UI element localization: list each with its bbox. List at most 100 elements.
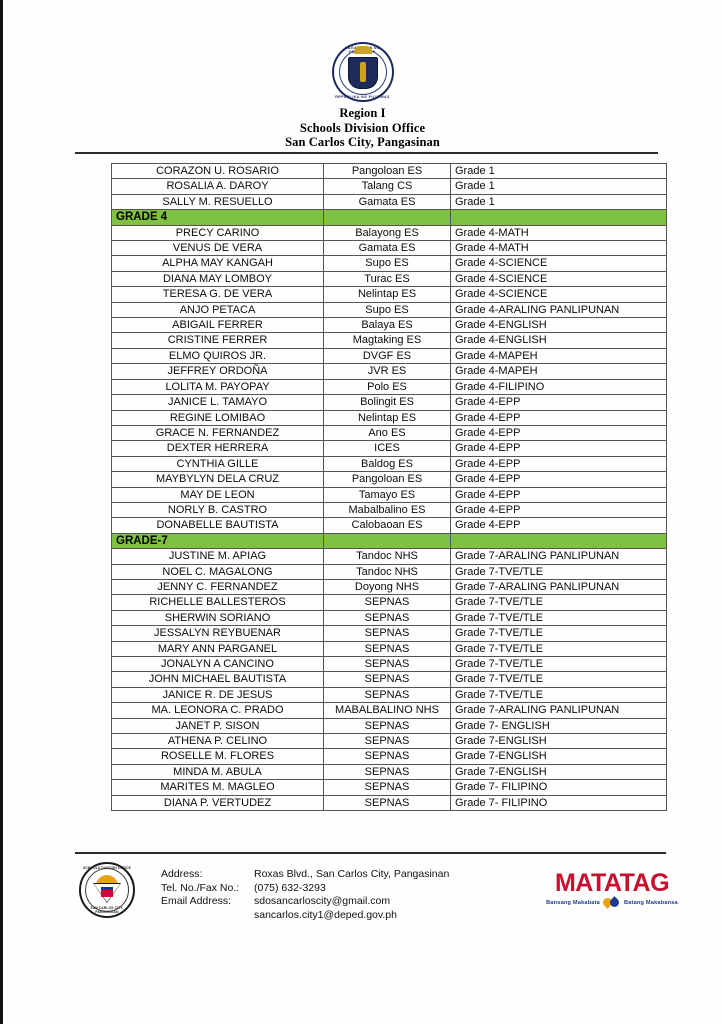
cell-school: ICES	[323, 440, 451, 457]
cell-name: CORAZON U. ROSARIO	[111, 162, 324, 180]
cell-school: Ano ES	[323, 424, 451, 442]
cell-grade: Grade 4-SCIENCE	[450, 270, 667, 288]
cell-grade: Grade 7-TVE/TLE	[450, 563, 667, 580]
cell-name: NOEL C. MAGALONG	[111, 563, 324, 580]
table-row: JEFFREY ORDOÑA JVR ES Grade 4-MAPEH	[111, 363, 667, 380]
sdo-seal-bottom-text: SAN CARLOS CITY, PANGASINAN	[90, 906, 124, 914]
cell-name: SHERWIN SORIANO	[111, 609, 324, 627]
cell-school: Tandoc NHS	[323, 548, 451, 565]
table-row: ABIGAIL FERRER Balaya ES Grade 4-ENGLISH	[111, 317, 667, 334]
table-row: VENUS DE VERA Gamata ES Grade 4-MATH	[111, 240, 667, 257]
table-row: MARITES M. MAGLEO SEPNAS Grade 7- FILIPINO	[111, 779, 667, 796]
cell-school: Mabalbalino ES	[323, 501, 451, 519]
cell-name: JUSTINE M. APIAG	[111, 548, 324, 565]
cell-school: SEPNAS	[323, 779, 451, 796]
footer-divider	[75, 852, 666, 854]
cell-name: MINDA M. ABULA	[111, 763, 324, 781]
cell-name: JANICE R. DE JESUS	[111, 686, 324, 704]
cell-school: SEPNAS	[323, 594, 451, 611]
cell-grade: Grade 4-MAPEH	[450, 363, 667, 380]
cell-grade: Grade 7-TVE/TLE	[450, 594, 667, 611]
cell-school: SEPNAS	[323, 655, 451, 673]
contact-email-row: Email Address: sdosancarloscity@gmail.co…	[161, 895, 449, 909]
cell-name: DIANA P. VERTUDEZ	[111, 794, 324, 812]
table-row: NOEL C. MAGALONG Tandoc NHS Grade 7-TVE/TL…	[111, 563, 667, 580]
region-line: Region I	[339, 106, 386, 120]
table-row: CYNTHIA GILLE Baldog ES Grade 4-EPP	[111, 455, 667, 473]
table-section-row: GRADE 4	[111, 209, 667, 226]
table-row: DONABELLE BAUTISTA Calobaoan ES Grade 4-EP…	[111, 517, 667, 534]
cell-name: DEXTER HERRERA	[111, 440, 324, 457]
cell-school: Baldog ES	[323, 455, 451, 473]
cell-grade: Grade 4-EPP	[450, 455, 667, 473]
email-value-secondary[interactable]: sancarlos.city1@deped.gov.ph	[254, 908, 397, 921]
cell-grade: Grade 7-ENGLISH	[450, 748, 667, 765]
cell-school: Gamata ES	[323, 240, 451, 257]
cell-school: Gamata ES	[323, 193, 451, 211]
cell-grade: Grade 4-MATH	[450, 240, 667, 257]
tel-label: Tel. No./Fax No.:	[161, 881, 240, 894]
email-value-primary[interactable]: sdosancarloscity@gmail.com	[254, 895, 391, 908]
cell-school: DVGF ES	[323, 347, 451, 365]
cell-name: CYNTHIA GILLE	[111, 455, 324, 473]
cell-school: Bolingit ES	[323, 394, 451, 411]
cell-grade: Grade 4-SCIENCE	[450, 255, 667, 272]
cell-name: VENUS DE VERA	[111, 240, 324, 257]
cell-grade: Grade 4-EPP	[450, 517, 667, 534]
cell-name: MAYBYLYN DELA CRUZ	[111, 471, 324, 488]
cell-grade: Grade 7-TVE/TLE	[450, 686, 667, 704]
table-row: MARY ANN PARGANEL SEPNAS Grade 7-TVE/TLE	[111, 640, 667, 658]
cell-school: SEPNAS	[323, 609, 451, 627]
cell-name: CRISTINE FERRER	[111, 332, 324, 349]
contact-address-row: Address: Roxas Blvd., San Carlos City, P…	[161, 868, 449, 882]
cell-name: ROSALIA A. DAROY	[111, 178, 324, 195]
cell-school: Balaya ES	[323, 317, 451, 334]
table-row: ATHENA P. CELINO SEPNAS Grade 7-ENGLISH	[111, 733, 667, 750]
cell-grade: Grade 7-TVE/TLE	[450, 655, 667, 673]
cell-school: Magtaking ES	[323, 332, 451, 349]
roster-table-container: CORAZON U. ROSARIO Pangoloan ES Grade 1 ROS…	[111, 162, 667, 812]
cell-name: NORLY B. CASTRO	[111, 501, 324, 519]
cell-school: JVR ES	[323, 363, 451, 380]
table-row: CORAZON U. ROSARIO Pangoloan ES Grade 1	[111, 162, 667, 180]
cell-school: SEPNAS	[323, 733, 451, 750]
cell-grade: Grade 4-ARALING PANLIPUNAN	[450, 301, 667, 319]
matatag-tagline-left: Bansang Makabata	[546, 899, 600, 906]
contact-email-row-secondary: sancarlos.city1@deped.gov.ph	[161, 909, 449, 923]
table-row: JANICE L. TAMAYO Bolingit ES Grade 4-EPP	[111, 394, 667, 411]
table-row: REGINE LOMIBAO Nelintap ES Grade 4-EPP	[111, 409, 667, 426]
document-header: KAGAWARAN NG EDUKASYON REPUBLIKA NG PILI…	[3, 0, 722, 150]
deped-seal-icon: KAGAWARAN NG EDUKASYON REPUBLIKA NG PILI…	[331, 42, 394, 102]
table-row: ROSALIA A. DAROY Talang CS Grade 1	[111, 178, 667, 195]
matatag-logo: MATATAG Bansang Makabata Batang Makabans…	[537, 870, 687, 909]
table-row: ANJO PETACA Supo ES Grade 4-ARALING PANLIP…	[111, 301, 667, 319]
cell-name: JOHN MICHAEL BAUTISTA	[111, 671, 324, 688]
cell-grade	[450, 209, 667, 226]
table-row: MAYBYLYN DELA CRUZ Pangoloan ES Grade 4-EP…	[111, 471, 667, 488]
cell-grade: Grade 7-ARALING PANLIPUNAN	[450, 578, 667, 596]
cell-grade: Grade 7-TVE/TLE	[450, 671, 667, 688]
table-row: ROSELLE M. FLORES SEPNAS Grade 7-ENGLISH	[111, 748, 667, 765]
cell-grade: Grade 7-ARALING PANLIPUNAN	[450, 548, 667, 565]
cell-school: Talang CS	[323, 178, 451, 195]
table-row: JONALYN A CANCINO SEPNAS Grade 7-TVE/TLE	[111, 655, 667, 673]
cell-name: DONABELLE BAUTISTA	[111, 517, 324, 534]
cell-school	[323, 532, 451, 550]
cell-school	[323, 209, 451, 226]
cell-grade	[450, 532, 667, 550]
cell-name: REGINE LOMIBAO	[111, 409, 324, 426]
cell-grade: Grade 4-EPP	[450, 471, 667, 488]
cell-grade: Grade 4-EPP	[450, 486, 667, 503]
sdo-seal-top-text: SCHOOLS DIVISION OFFICE	[83, 866, 131, 870]
tel-value: (075) 632-3293	[254, 881, 326, 894]
cell-school: Supo ES	[323, 301, 451, 319]
cell-grade: Grade 4-EPP	[450, 394, 667, 411]
cell-grade: Grade 1	[450, 178, 667, 195]
cell-school: Pangoloan ES	[323, 162, 451, 180]
cell-name: JEFFREY ORDOÑA	[111, 363, 324, 380]
cell-grade: Grade 4-MAPEH	[450, 347, 667, 365]
office-line: Schools Division Office	[299, 120, 426, 135]
cell-name: GRADE-7	[111, 532, 324, 550]
cell-name: RICHELLE BALLESTEROS	[111, 594, 324, 611]
